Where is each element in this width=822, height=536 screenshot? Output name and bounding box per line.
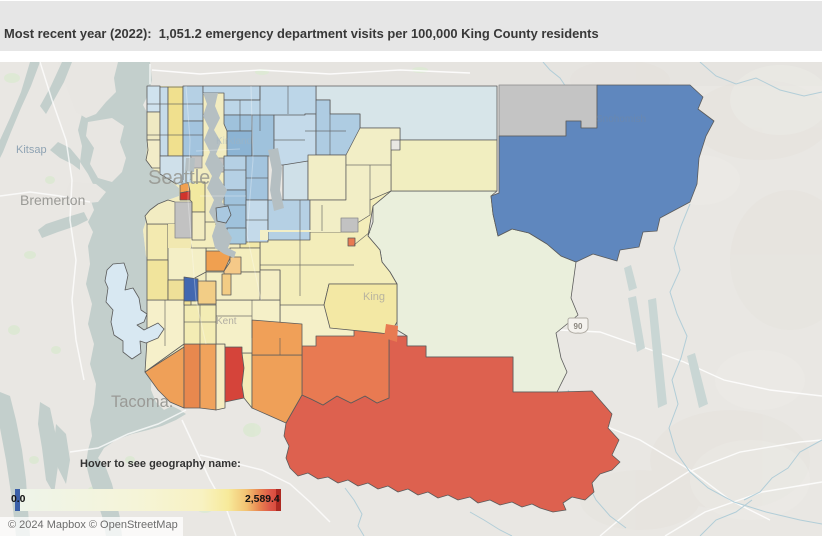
svg-text:King: King: [363, 291, 385, 303]
svg-text:Seattle: Seattle: [148, 167, 210, 189]
svg-text:Bremerton: Bremerton: [20, 192, 85, 208]
svg-text:Kirkland: Kirkland: [216, 136, 252, 147]
svg-text:Kent: Kent: [216, 316, 237, 327]
svg-text:Tacoma.: Tacoma.: [111, 393, 173, 411]
svg-text:Snohomish: Snohomish: [596, 114, 646, 125]
svg-text:Kitsap: Kitsap: [16, 144, 47, 156]
svg-text:90: 90: [574, 322, 583, 331]
